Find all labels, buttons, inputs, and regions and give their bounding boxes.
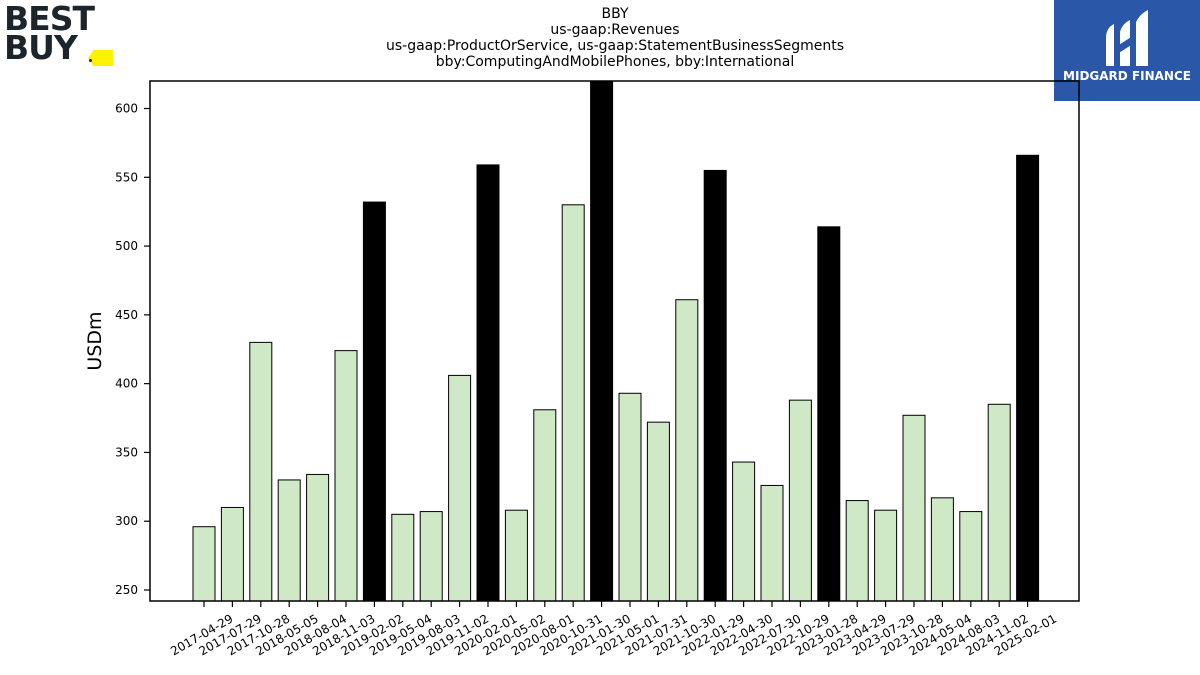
y-tick-label-500: 500 — [115, 239, 138, 253]
bar-2022-10-29 — [788, 399, 812, 602]
bar-2023-10-28 — [902, 414, 926, 602]
y-axis: 250 300 350 400 450 500 550 600 — [115, 102, 150, 597]
y-tick-label-550: 550 — [115, 170, 138, 184]
plot-frame — [149, 80, 1080, 602]
y-tick-label-350: 350 — [115, 445, 138, 459]
bar-2021-07-31 — [646, 421, 670, 602]
tag-hole-icon — [89, 59, 92, 62]
bar-2024-05-04 — [930, 497, 954, 602]
y-tick-label-400: 400 — [115, 377, 138, 391]
midgard-mark-icon — [1106, 10, 1148, 66]
price-tag-icon — [88, 50, 113, 66]
bar-2018-08-04 — [306, 473, 330, 602]
bar-2017-10-28 — [249, 341, 273, 602]
y-tick-label-450: 450 — [115, 308, 138, 322]
bar-2019-05-04 — [391, 513, 415, 602]
chart-title: BBY us-gaap:Revenues us-gaap:ProductOrSe… — [330, 6, 900, 70]
bar-2020-10-31 — [561, 204, 585, 602]
bar-2021-01-30 — [590, 80, 614, 602]
bar-2019-08-03 — [419, 511, 443, 602]
bar-2025-02-01 — [1016, 154, 1040, 602]
bar-2018-05-05 — [277, 479, 301, 602]
bar-2023-04-29 — [845, 500, 869, 602]
chart-title-line-4: bby:ComputingAndMobilePhones, bby:Intern… — [435, 54, 795, 70]
bar-2024-08-03 — [959, 511, 983, 602]
best-buy-logo-line2: BUY — [4, 28, 78, 67]
bar-2022-04-30 — [732, 461, 756, 602]
bar-2021-10-30 — [675, 299, 699, 602]
bar-2023-07-29 — [874, 509, 898, 602]
bar-2017-04-29 — [192, 526, 216, 602]
chart-title-line-3: us-gaap:ProductOrService, us-gaap:Statem… — [385, 38, 844, 54]
bar-2023-01-28 — [817, 226, 841, 602]
y-tick-label-250: 250 — [115, 583, 138, 597]
midgard-finance-name: MIDGARD FINANCE — [1063, 69, 1191, 83]
chart-title-line-2: us-gaap:Revenues — [550, 22, 680, 38]
bar-2019-02-02 — [362, 201, 386, 602]
best-buy-logo-line1: BEST — [4, 0, 95, 38]
bar-2020-02-01 — [476, 164, 500, 602]
y-tick-label-300: 300 — [115, 514, 138, 528]
y-tick-label-600: 600 — [115, 102, 138, 116]
best-buy-logo: BEST BUY — [4, 0, 114, 68]
bar-2017-07-29 — [220, 506, 244, 602]
bars-group — [192, 80, 1040, 602]
x-axis: 2017-04-292017-07-292017-10-282018-05-05… — [168, 601, 1059, 658]
bar-2022-01-29 — [703, 169, 727, 602]
y-axis-label: USDm — [84, 311, 106, 370]
bar-2019-11-02 — [448, 374, 472, 602]
bar-2021-05-01 — [618, 392, 642, 602]
bar-2018-11-03 — [334, 350, 358, 602]
bar-2022-07-30 — [760, 484, 784, 602]
bar-2020-08-01 — [533, 409, 557, 602]
bar-2024-11-02 — [987, 403, 1011, 602]
chart-title-line-1: BBY — [601, 6, 629, 22]
bar-2020-05-02 — [504, 509, 528, 602]
